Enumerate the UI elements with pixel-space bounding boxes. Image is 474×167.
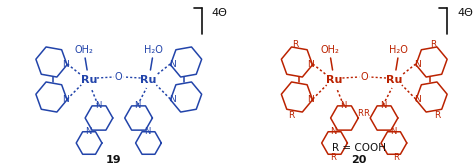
Text: N: N: [414, 59, 421, 68]
Text: N: N: [62, 59, 69, 68]
Text: N: N: [135, 101, 141, 110]
Text: R: R: [329, 152, 336, 161]
Text: N: N: [95, 101, 101, 110]
Text: R: R: [430, 40, 437, 48]
Text: OH₂: OH₂: [75, 45, 93, 55]
Text: Ru: Ru: [81, 75, 97, 85]
Text: Ru: Ru: [140, 75, 156, 85]
Text: N: N: [144, 126, 151, 135]
Text: R: R: [288, 111, 294, 120]
Text: R: R: [434, 111, 441, 120]
Text: 20: 20: [352, 155, 367, 165]
Text: N: N: [62, 95, 69, 104]
Text: O: O: [360, 72, 368, 82]
Text: 4Θ: 4Θ: [457, 8, 473, 18]
Text: R: R: [363, 109, 369, 118]
Text: H₂O: H₂O: [390, 45, 408, 55]
Text: N: N: [169, 59, 175, 68]
Text: N: N: [169, 95, 175, 104]
Text: O: O: [115, 72, 123, 82]
Text: R: R: [357, 109, 363, 118]
Text: R: R: [393, 152, 399, 161]
Text: N: N: [414, 95, 421, 104]
Text: OH₂: OH₂: [320, 45, 339, 55]
Text: 4Θ: 4Θ: [212, 8, 228, 18]
Text: N: N: [85, 126, 91, 135]
Text: N: N: [308, 95, 314, 104]
Text: 19: 19: [106, 155, 122, 165]
Text: R = COOH: R = COOH: [332, 143, 386, 153]
Text: H₂O: H₂O: [144, 45, 163, 55]
Text: N: N: [330, 126, 337, 135]
Text: Ru: Ru: [386, 75, 402, 85]
Text: N: N: [380, 101, 386, 110]
Text: R: R: [292, 40, 298, 48]
Text: N: N: [390, 126, 396, 135]
Text: Ru: Ru: [327, 75, 343, 85]
Text: N: N: [340, 101, 346, 110]
Text: N: N: [308, 59, 314, 68]
